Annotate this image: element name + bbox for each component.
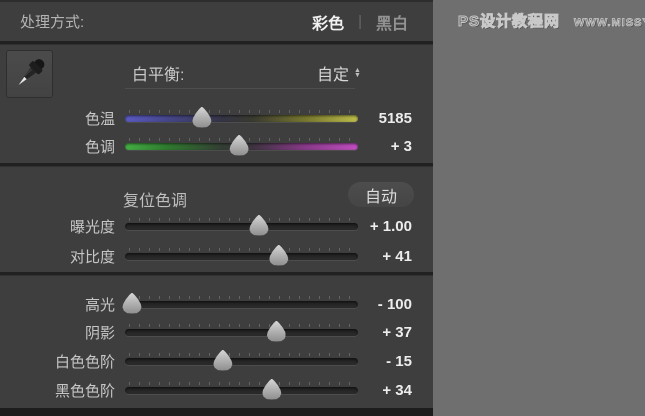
exposure-value: + 1.00 bbox=[369, 217, 412, 235]
tint-slider[interactable] bbox=[125, 134, 358, 156]
contrast-slider[interactable] bbox=[125, 244, 358, 266]
white-balance-eyedropper-button[interactable] bbox=[6, 50, 53, 98]
highlights-slider-row: 高光 - 100 bbox=[0, 290, 433, 318]
temp-slider-thumb[interactable] bbox=[192, 106, 212, 128]
temp-slider-row: 色温 5185 bbox=[0, 104, 433, 132]
shadows-slider[interactable] bbox=[125, 320, 358, 342]
reset-tone-label[interactable]: 复位色调 bbox=[123, 193, 188, 210]
treatment-option-color[interactable]: 彩色 bbox=[312, 15, 345, 33]
section-divider bbox=[0, 272, 433, 276]
treatment-label: 处理方式: bbox=[20, 14, 85, 31]
whites-value: - 15 bbox=[386, 352, 412, 370]
whites-label: 白色色阶 bbox=[54, 353, 115, 371]
temp-slider[interactable] bbox=[125, 106, 358, 128]
section-divider bbox=[0, 163, 433, 167]
exposure-slider-thumb[interactable] bbox=[249, 214, 269, 236]
whites-slider-row: 白色色阶 - 15 bbox=[0, 347, 433, 375]
treatment-separator: | bbox=[358, 13, 362, 30]
shadows-value: + 37 bbox=[382, 323, 412, 341]
blacks-slider-thumb[interactable] bbox=[262, 378, 282, 400]
exposure-slider[interactable] bbox=[125, 214, 358, 236]
slider-ticks bbox=[129, 247, 354, 251]
eyedropper-icon bbox=[18, 59, 45, 85]
whites-slider-track bbox=[125, 357, 358, 365]
watermark-site-url: WWW.MISSYUAN.NET bbox=[574, 17, 645, 30]
highlights-label: 高光 bbox=[84, 296, 115, 314]
white-balance-preset-value: 自定 bbox=[317, 67, 350, 84]
tint-slider-row: 色调 + 3 bbox=[0, 132, 433, 160]
slider-ticks bbox=[129, 323, 354, 327]
blacks-label: 黑色色阶 bbox=[54, 382, 115, 400]
highlights-value: - 100 bbox=[377, 295, 412, 313]
shadows-label: 阴影 bbox=[84, 324, 115, 342]
section-divider bbox=[0, 41, 433, 45]
blacks-value: + 34 bbox=[382, 381, 412, 399]
white-balance-preset-dropdown[interactable]: 自定 ▲ ▼ bbox=[317, 61, 361, 85]
white-balance-label: 白平衡: bbox=[132, 67, 185, 84]
whites-slider-thumb[interactable] bbox=[213, 349, 233, 371]
exposure-slider-track bbox=[125, 222, 358, 230]
highlights-slider-track bbox=[125, 300, 358, 308]
shadows-slider-track bbox=[125, 328, 358, 336]
treatment-option-bw[interactable]: 黑白 bbox=[375, 15, 408, 33]
contrast-slider-track bbox=[125, 252, 358, 260]
tint-value: + 3 bbox=[390, 137, 412, 155]
contrast-label: 对比度 bbox=[69, 248, 115, 266]
slider-ticks bbox=[129, 295, 354, 299]
auto-button[interactable]: 自动 bbox=[348, 182, 414, 207]
panel-bottom-border bbox=[0, 408, 433, 416]
tint-label: 色调 bbox=[84, 138, 115, 156]
exposure-slider-row: 曝光度 + 1.00 bbox=[0, 212, 433, 240]
tint-slider-thumb[interactable] bbox=[229, 134, 249, 156]
highlights-slider[interactable] bbox=[122, 292, 358, 314]
whites-slider[interactable] bbox=[125, 349, 358, 371]
updown-arrows-icon: ▲ ▼ bbox=[354, 67, 361, 79]
blacks-slider[interactable] bbox=[125, 378, 358, 400]
contrast-value: + 41 bbox=[382, 247, 412, 265]
shadows-slider-thumb[interactable] bbox=[266, 320, 286, 342]
blacks-slider-row: 黑色色阶 + 34 bbox=[0, 376, 433, 404]
slider-ticks bbox=[129, 352, 354, 356]
watermark: PS设计教程网 WWW.MISSYUAN.NET bbox=[457, 10, 645, 31]
shadows-slider-row: 阴影 + 37 bbox=[0, 318, 433, 346]
slider-ticks bbox=[129, 381, 354, 385]
highlights-slider-thumb[interactable] bbox=[122, 292, 142, 314]
panel-top-border bbox=[0, 0, 433, 2]
basic-adjustments-panel: 处理方式: 彩色 | 黑白 白平衡: 自定 ▲ ▼ 色温 5185 bbox=[0, 0, 433, 416]
watermark-site-name: PS设计教程网 bbox=[457, 13, 561, 31]
contrast-slider-row: 对比度 + 41 bbox=[0, 242, 433, 270]
slider-ticks bbox=[129, 109, 354, 113]
treatment-header: 处理方式: 彩色 | 黑白 bbox=[0, 2, 433, 41]
temp-slider-track bbox=[125, 114, 358, 122]
exposure-label: 曝光度 bbox=[69, 218, 115, 236]
temp-label: 色温 bbox=[84, 110, 115, 128]
white-balance-underline bbox=[125, 88, 355, 89]
contrast-slider-thumb[interactable] bbox=[269, 244, 289, 266]
slider-ticks bbox=[129, 217, 354, 221]
blacks-slider-track bbox=[125, 386, 358, 394]
temp-value: 5185 bbox=[378, 109, 412, 127]
